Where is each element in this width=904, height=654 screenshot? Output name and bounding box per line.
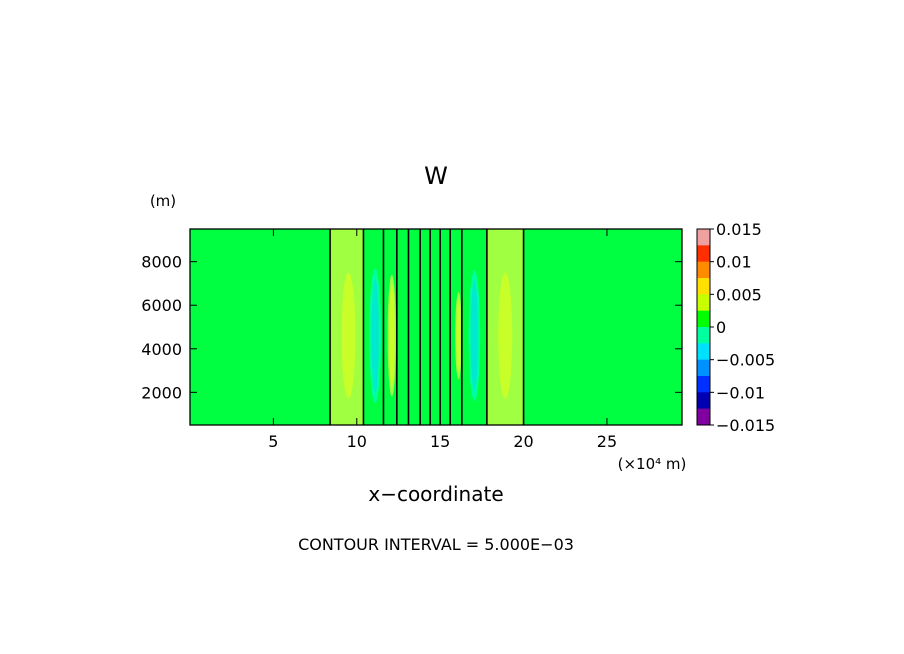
colorbar-label: −0.015 <box>716 416 775 435</box>
chart-title: W <box>424 162 448 190</box>
y-tick-label: 4000 <box>141 340 182 359</box>
colorbar-swatch <box>697 327 710 344</box>
colorbar-swatch <box>697 408 710 426</box>
y-tick-label: 6000 <box>141 296 182 315</box>
colorbar-swatch <box>697 294 710 311</box>
colorbar-label: 0 <box>716 318 726 337</box>
x-tick-label: 15 <box>430 432 450 451</box>
plot-background <box>190 229 682 425</box>
x-tick-label: 20 <box>513 432 533 451</box>
colorbar-swatch <box>697 245 710 262</box>
x-axis-unit: (×10⁴ m) <box>618 455 687 473</box>
updraft-core <box>341 272 356 399</box>
colorbar-swatch <box>697 261 710 279</box>
colorbar-swatch <box>697 310 710 328</box>
colorbar-label: −0.005 <box>716 351 775 370</box>
updraft-core <box>456 298 461 373</box>
colorbar-swatch <box>697 343 710 360</box>
updraft-core <box>498 272 513 399</box>
colorbar-label: 0.005 <box>716 285 762 304</box>
y-tick-label: 2000 <box>141 383 182 402</box>
colorbar-label: 0.015 <box>716 220 762 239</box>
colorbar-swatch <box>697 229 710 246</box>
updraft-core <box>388 283 395 388</box>
downdraft-core <box>470 280 478 392</box>
x-axis: 5 10 15 20 25 <box>268 229 617 451</box>
contour-interval-note: CONTOUR INTERVAL = 5.000E−03 <box>298 535 574 554</box>
plot-frame <box>189 228 683 426</box>
colorbar-swatch <box>697 376 710 393</box>
colorbar-label: −0.01 <box>716 383 765 402</box>
colorbar-swatch <box>697 278 710 295</box>
y-axis-unit: (m) <box>150 192 176 210</box>
colorbar: 0.015 0.01 0.005 0 −0.005 −0.01 −0.015 <box>696 220 775 435</box>
plot-area <box>189 228 683 426</box>
x-tick-label: 25 <box>597 432 617 451</box>
colorbar-swatch <box>697 392 710 409</box>
downdraft-core <box>371 278 379 394</box>
x-axis-label: x−coordinate <box>368 482 503 506</box>
x-tick-label: 10 <box>347 432 367 451</box>
x-tick-label: 5 <box>268 432 278 451</box>
colorbar-label: 0.01 <box>716 253 752 272</box>
y-tick-label: 8000 <box>141 253 182 272</box>
y-axis: 2000 4000 6000 8000 <box>141 253 682 402</box>
colorbar-swatch <box>697 359 710 377</box>
